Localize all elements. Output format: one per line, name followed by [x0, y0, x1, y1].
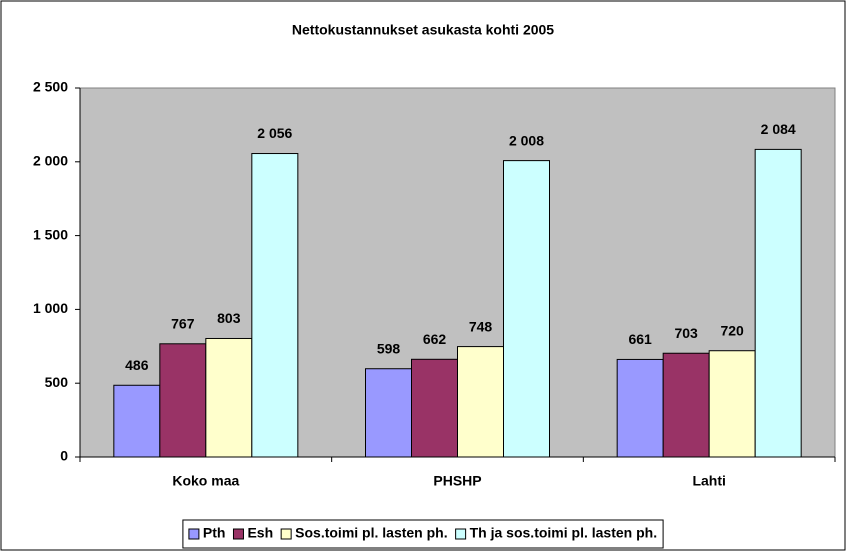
legend-swatch [232, 528, 244, 540]
legend-label: Pth [203, 525, 226, 541]
data-label: 2 084 [761, 121, 796, 137]
data-label: 2 008 [509, 132, 544, 148]
data-label: 720 [720, 322, 744, 338]
data-label: 767 [171, 315, 195, 331]
bar [662, 352, 710, 458]
y-tick-label: 2 500 [33, 79, 68, 95]
bar [754, 148, 802, 458]
y-tick-label: 500 [45, 374, 69, 390]
data-label: 803 [217, 310, 241, 326]
bar [113, 384, 161, 458]
data-label: 486 [125, 357, 149, 373]
bar [205, 337, 253, 458]
legend-swatch [280, 528, 292, 540]
bar [708, 350, 756, 458]
y-tick-label: 2 000 [33, 153, 68, 169]
bar [411, 358, 458, 458]
data-label: 748 [469, 318, 493, 334]
bar [159, 343, 207, 458]
data-label: 2 056 [257, 125, 292, 141]
bar [503, 160, 550, 458]
x-tick-label: Lahti [692, 473, 725, 489]
y-tick-label: 0 [60, 448, 68, 464]
data-label: 598 [377, 340, 401, 356]
x-tick-label: Koko maa [172, 473, 239, 489]
data-label: 662 [423, 331, 447, 347]
y-tick-label: 1 500 [33, 226, 68, 242]
chart-title: Nettokustannukset asukasta kohti 2005 [292, 22, 554, 38]
data-label: 703 [674, 325, 698, 341]
legend-label: Th ja sos.toimi pl. lasten ph. [470, 525, 657, 541]
x-tick-label: PHSHP [433, 473, 481, 489]
legend-label: Esh [247, 525, 273, 541]
bar [457, 346, 504, 458]
legend-swatch [188, 528, 200, 540]
legend-swatch [455, 528, 467, 540]
legend-box [182, 519, 664, 549]
bar [251, 153, 299, 458]
legend-label: Sos.toimi pl. lasten ph. [295, 525, 447, 541]
bar [365, 368, 412, 458]
data-label: 661 [628, 331, 652, 347]
bar [616, 358, 664, 458]
y-tick-label: 1 000 [33, 300, 68, 316]
